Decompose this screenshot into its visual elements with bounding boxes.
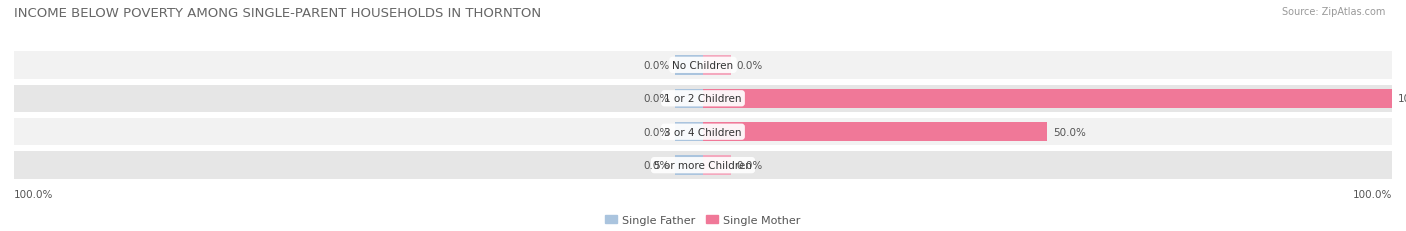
Bar [14,119,1392,146]
Bar [675,56,703,75]
Bar [703,89,1392,109]
Text: 0.0%: 0.0% [644,161,669,170]
Text: 100.0%: 100.0% [1353,189,1392,199]
Bar [675,89,703,109]
Text: 100.0%: 100.0% [14,189,53,199]
Bar [703,156,731,175]
Text: 50.0%: 50.0% [1053,127,1085,137]
Text: 0.0%: 0.0% [644,94,669,104]
Bar [14,52,1392,79]
Legend: Single Father, Single Mother: Single Father, Single Mother [606,215,800,225]
Text: 3 or 4 Children: 3 or 4 Children [664,127,742,137]
Text: 0.0%: 0.0% [737,61,762,70]
Text: Source: ZipAtlas.com: Source: ZipAtlas.com [1281,7,1385,17]
Text: 0.0%: 0.0% [644,61,669,70]
Bar [14,85,1392,112]
Bar [703,122,1047,142]
Bar [675,156,703,175]
Text: 0.0%: 0.0% [737,161,762,170]
Bar [675,122,703,142]
Text: 1 or 2 Children: 1 or 2 Children [664,94,742,104]
Text: INCOME BELOW POVERTY AMONG SINGLE-PARENT HOUSEHOLDS IN THORNTON: INCOME BELOW POVERTY AMONG SINGLE-PARENT… [14,7,541,20]
Bar [703,56,731,75]
Text: 0.0%: 0.0% [644,127,669,137]
Text: 5 or more Children: 5 or more Children [654,161,752,170]
Bar [14,152,1392,179]
Text: 100.0%: 100.0% [1398,94,1406,104]
Text: No Children: No Children [672,61,734,70]
